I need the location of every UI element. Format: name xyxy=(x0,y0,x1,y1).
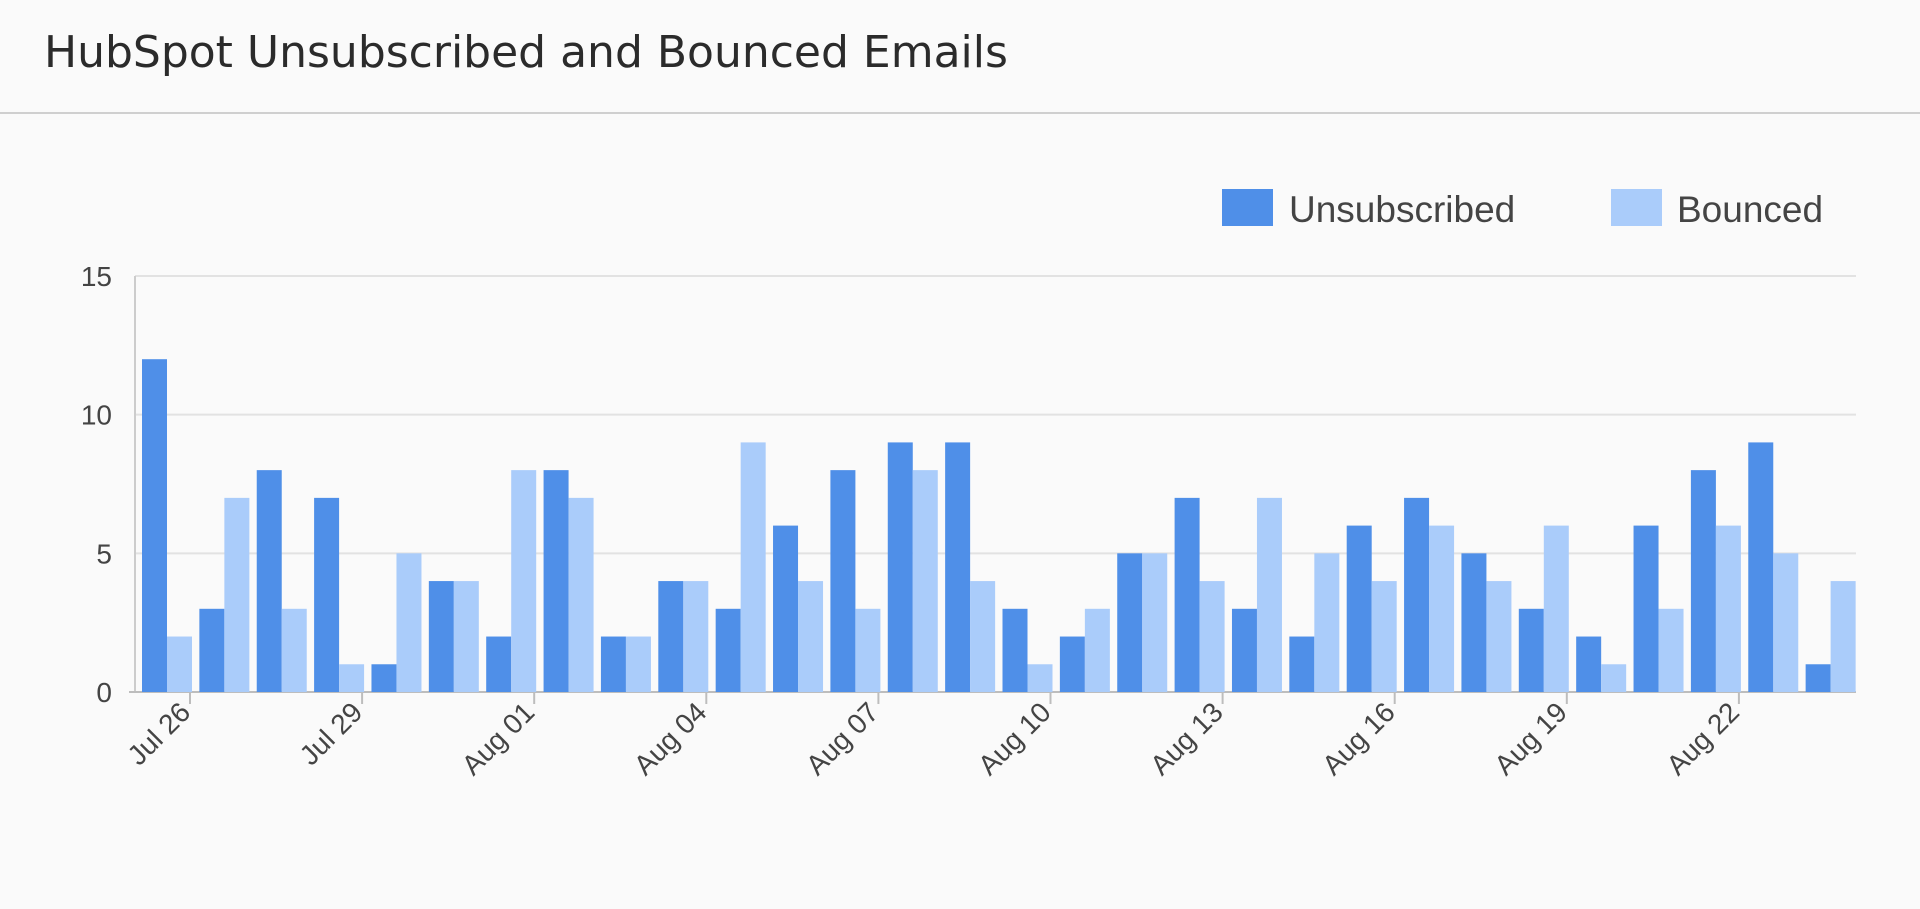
legend-item-unsubscribed[interactable]: Unsubscribed xyxy=(1222,189,1515,230)
y-tick-label: 0 xyxy=(96,677,112,708)
bar-unsubscribed-aug-07[interactable] xyxy=(830,470,856,692)
bar-bounced-aug-11[interactable] xyxy=(1084,608,1110,692)
bar-unsubscribed-aug-02[interactable] xyxy=(543,470,569,692)
x-tick-label: Aug 01 xyxy=(456,696,541,781)
bar-bounced-aug-03[interactable] xyxy=(625,636,651,692)
bar-bounced-jul-28[interactable] xyxy=(281,608,307,692)
bar-unsubscribed-aug-01[interactable] xyxy=(486,636,512,692)
bar-bounced-aug-16[interactable] xyxy=(1371,581,1397,692)
x-tick-label: Aug 13 xyxy=(1144,696,1229,781)
bar-bounced-aug-12[interactable] xyxy=(1142,553,1168,692)
bar-bounced-jul-29[interactable] xyxy=(339,664,365,692)
bar-bounced-aug-07[interactable] xyxy=(855,608,881,692)
bar-unsubscribed-aug-03[interactable] xyxy=(600,636,626,692)
bar-unsubscribed-aug-06[interactable] xyxy=(773,525,799,692)
x-tick-label: Aug 10 xyxy=(972,696,1057,781)
bar-bounced-jul-26[interactable] xyxy=(167,636,192,692)
bar-bounced-aug-20[interactable] xyxy=(1601,664,1627,692)
bar-unsubscribed-aug-11[interactable] xyxy=(1059,636,1085,692)
y-tick-label: 10 xyxy=(81,400,112,431)
bar-bounced-jul-27[interactable] xyxy=(224,497,250,692)
grid-lines xyxy=(135,275,1856,555)
x-tick-label: Aug 22 xyxy=(1660,696,1745,781)
bar-unsubscribed-aug-16[interactable] xyxy=(1346,525,1372,692)
bar-unsubscribed-jul-26[interactable] xyxy=(142,359,167,692)
bar-unsubscribed-jul-28[interactable] xyxy=(256,470,282,692)
bar-unsubscribed-aug-04[interactable] xyxy=(658,581,684,692)
legend-swatch xyxy=(1222,189,1273,226)
bar-unsubscribed-aug-19[interactable] xyxy=(1518,608,1544,692)
bar-bounced-aug-10[interactable] xyxy=(1027,664,1053,692)
bar-bounced-aug-04[interactable] xyxy=(683,581,709,692)
x-tick-label: Aug 04 xyxy=(628,696,713,781)
bar-bounced-aug-19[interactable] xyxy=(1543,525,1569,692)
bar-unsubscribed-aug-17[interactable] xyxy=(1404,497,1430,692)
x-tick-label: Aug 19 xyxy=(1488,696,1573,781)
bar-unsubscribed-aug-12[interactable] xyxy=(1117,553,1143,692)
bar-bounced-jul-31[interactable] xyxy=(453,581,479,692)
y-tick-label: 5 xyxy=(96,538,112,569)
bar-unsubscribed-aug-21[interactable] xyxy=(1633,525,1659,692)
bar-unsubscribed-aug-23[interactable] xyxy=(1748,442,1774,692)
bar-bounced-aug-15[interactable] xyxy=(1314,553,1340,692)
x-tick-label: Jul 26 xyxy=(121,696,196,771)
bar-bounced-aug-01[interactable] xyxy=(511,470,537,692)
bar-bounced-aug-18[interactable] xyxy=(1486,581,1512,692)
bar-bounced-aug-02[interactable] xyxy=(568,497,594,692)
bar-unsubscribed-aug-15[interactable] xyxy=(1289,636,1315,692)
axes xyxy=(129,276,1856,704)
bar-unsubscribed-aug-05[interactable] xyxy=(715,608,741,692)
bar-bounced-aug-13[interactable] xyxy=(1199,581,1225,692)
widget-header: HubSpot Unsubscribed and Bounced Emails xyxy=(0,0,1920,114)
bar-bounced-aug-14[interactable] xyxy=(1256,497,1282,692)
legend[interactable]: Unsubscribed Bounced xyxy=(1222,189,1823,230)
bar-unsubscribed-aug-10[interactable] xyxy=(1002,608,1028,692)
bar-bounced-aug-06[interactable] xyxy=(798,581,824,692)
bar-unsubscribed-aug-20[interactable] xyxy=(1576,636,1602,692)
x-tick-label: Jul 29 xyxy=(294,696,369,771)
bar-unsubscribed-jul-30[interactable] xyxy=(371,664,397,692)
legend-item-bounced[interactable]: Bounced xyxy=(1611,189,1823,230)
bar-unsubscribed-aug-22[interactable] xyxy=(1690,470,1716,692)
bar-unsubscribed-aug-13[interactable] xyxy=(1174,497,1200,692)
bar-bounced-aug-24[interactable] xyxy=(1830,581,1856,692)
legend-label: Bounced xyxy=(1677,189,1823,230)
bar-unsubscribed-aug-24[interactable] xyxy=(1805,664,1831,692)
bar-bounced-aug-21[interactable] xyxy=(1658,608,1684,692)
widget-title: HubSpot Unsubscribed and Bounced Emails xyxy=(44,27,1008,78)
x-tick-label: Aug 16 xyxy=(1316,696,1401,781)
bar-unsubscribed-jul-29[interactable] xyxy=(314,497,340,692)
bar-bounced-aug-17[interactable] xyxy=(1429,525,1455,692)
bar-unsubscribed-jul-31[interactable] xyxy=(428,581,454,692)
bar-unsubscribed-aug-14[interactable] xyxy=(1231,608,1257,692)
bar-unsubscribed-jul-27[interactable] xyxy=(199,608,225,692)
bar-bounced-aug-08[interactable] xyxy=(912,470,938,692)
legend-label: Unsubscribed xyxy=(1289,189,1515,230)
x-tick-label: Aug 07 xyxy=(800,696,885,781)
x-tick-labels: Jul 26 Jul 29 Aug 01 Aug 04 Aug 07 Aug 10 Aug … xyxy=(121,696,1745,781)
bar-bounced-aug-23[interactable] xyxy=(1773,553,1799,692)
y-tick-label: 15 xyxy=(81,261,112,292)
bar-unsubscribed-aug-09[interactable] xyxy=(945,442,971,692)
bar-bounced-aug-05[interactable] xyxy=(740,442,766,692)
legend-swatch xyxy=(1611,189,1662,226)
bars xyxy=(142,359,1856,692)
bar-bounced-aug-09[interactable] xyxy=(970,581,996,692)
bar-bounced-aug-22[interactable] xyxy=(1715,525,1741,692)
bar-unsubscribed-aug-18[interactable] xyxy=(1461,553,1487,692)
bar-bounced-jul-30[interactable] xyxy=(396,553,422,692)
y-tick-labels: 0 5 10 15 xyxy=(81,261,112,708)
bar-unsubscribed-aug-08[interactable] xyxy=(887,442,913,692)
